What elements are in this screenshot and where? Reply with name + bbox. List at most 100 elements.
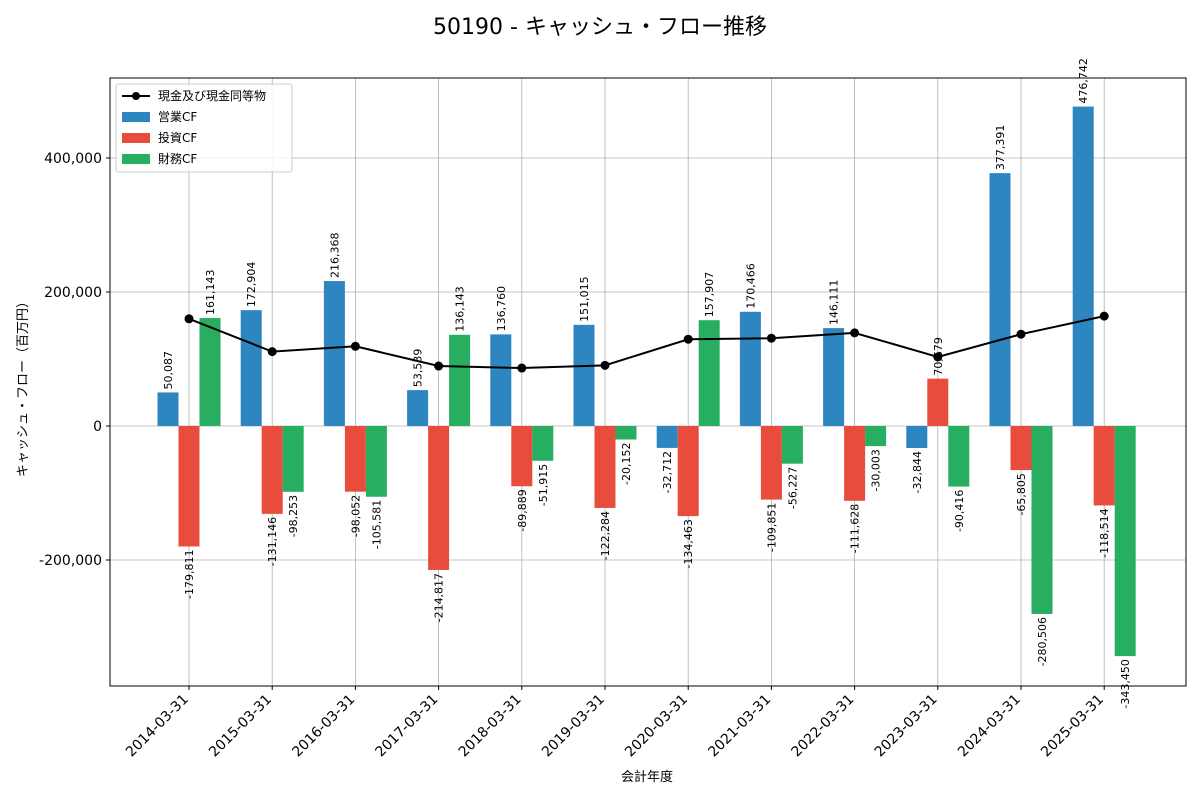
cash-line-path — [188, 315, 1105, 370]
bar — [407, 390, 429, 426]
data-label: -179,811 — [183, 549, 196, 598]
data-label: 70,679 — [932, 337, 945, 376]
data-label: -111,628 — [849, 504, 862, 553]
bar — [573, 324, 595, 426]
x-tick-label: 2023-03-31 — [872, 692, 941, 761]
data-label: -51,915 — [537, 464, 550, 506]
cash-line-point — [1016, 329, 1026, 339]
legend-swatch — [122, 133, 150, 143]
bar — [199, 318, 221, 426]
bar — [1114, 426, 1136, 657]
x-axis-ticks: 2014-03-31 2015-03-31 2016-03-31 2017-03-31… — [123, 686, 1107, 760]
data-label: -122,284 — [599, 511, 612, 560]
bar — [760, 426, 782, 500]
bar — [511, 426, 533, 487]
chart-title: 50190 - キャッシュ・フロー推移 — [433, 15, 767, 40]
data-label: -90,416 — [953, 490, 966, 532]
data-label: -20,152 — [620, 443, 633, 485]
data-label: 161,143 — [204, 270, 217, 316]
data-label: -134,463 — [682, 519, 695, 568]
bar — [323, 281, 345, 426]
data-label: -105,581 — [370, 500, 383, 549]
legend-label: 営業CF — [158, 110, 197, 124]
y-tick-label: 400,000 — [44, 151, 102, 167]
y-axis-label: キャッシュ・フロー（百万円） — [16, 295, 31, 477]
x-tick-label: 2024-03-31 — [955, 692, 1024, 761]
data-label: -280,506 — [1036, 617, 1049, 666]
data-label: -109,851 — [765, 503, 778, 552]
data-label: 157,907 — [703, 272, 716, 318]
data-label: 170,466 — [744, 263, 757, 309]
bar — [261, 426, 283, 514]
cash-line-point — [267, 347, 277, 357]
legend-label: 現金及び現金同等物 — [158, 88, 266, 103]
data-label: -89,889 — [516, 489, 529, 531]
bar — [656, 426, 678, 448]
cash-line-point — [350, 341, 360, 351]
bar — [178, 426, 200, 547]
bar — [282, 426, 304, 492]
x-tick-label: 2021-03-31 — [705, 692, 774, 761]
bar — [739, 311, 761, 426]
data-label: -118,514 — [1098, 508, 1111, 557]
data-label: -32,844 — [911, 451, 924, 493]
data-label: 172,904 — [245, 262, 258, 308]
cash-line-point — [517, 363, 527, 373]
legend-label: 財務CF — [158, 151, 197, 166]
bar — [823, 328, 845, 426]
x-tick-label: 2014-03-31 — [123, 692, 192, 761]
bar — [844, 426, 866, 501]
bar — [1031, 426, 1053, 614]
data-label: -65,805 — [1015, 473, 1028, 515]
bar — [344, 426, 366, 492]
data-label: 476,742 — [1077, 58, 1090, 104]
legend-swatch — [122, 112, 150, 122]
bar — [428, 426, 450, 570]
bar — [449, 334, 471, 426]
x-tick-label: 2022-03-31 — [789, 692, 858, 761]
bar — [594, 426, 616, 508]
plot-frame — [109, 77, 1187, 687]
data-label: -343,450 — [1119, 659, 1132, 708]
data-label: -214,817 — [433, 573, 446, 622]
bar — [927, 378, 949, 426]
data-label: 146,111 — [828, 280, 841, 326]
data-label: 136,760 — [495, 286, 508, 332]
cash-line-point — [600, 360, 610, 370]
bar — [1093, 426, 1115, 506]
data-label: 136,143 — [454, 286, 467, 332]
bar — [948, 426, 970, 487]
legend-marker — [132, 92, 140, 100]
x-tick-label: 2025-03-31 — [1038, 692, 1107, 761]
y-tick-label: 200,000 — [44, 285, 102, 301]
bar — [157, 392, 179, 426]
bars — [157, 106, 1136, 657]
bar — [906, 426, 928, 449]
x-tick-label: 2019-03-31 — [539, 692, 608, 761]
data-label: 377,391 — [994, 125, 1007, 171]
cash-line-point — [683, 334, 693, 344]
cash-line-point — [434, 361, 444, 371]
bar — [365, 426, 387, 497]
bar — [865, 426, 887, 447]
data-label: -131,146 — [266, 517, 279, 566]
bar — [490, 334, 512, 426]
legend-box — [115, 83, 293, 173]
cash-line — [184, 311, 1109, 373]
legend-label: 投資CF — [158, 130, 197, 145]
bar — [677, 426, 699, 517]
bar — [989, 173, 1011, 426]
data-label: 50,087 — [162, 351, 175, 390]
y-tick-label: 0 — [93, 419, 102, 435]
bar — [1072, 106, 1094, 427]
cash-line-point — [766, 333, 776, 343]
y-axis-ticks: -200,000 0 200,000 400,000 — [39, 151, 110, 569]
data-label: -30,003 — [870, 449, 883, 491]
x-tick-label: 2015-03-31 — [206, 692, 275, 761]
cash-line-point — [933, 352, 943, 362]
data-label: -98,052 — [349, 495, 362, 537]
data-labels: 50,087 172,904 216,368 53,539 136,760 151,015… — [162, 58, 1132, 708]
x-tick-label: 2018-03-31 — [456, 692, 525, 761]
y-tick-label: -200,000 — [39, 553, 102, 569]
